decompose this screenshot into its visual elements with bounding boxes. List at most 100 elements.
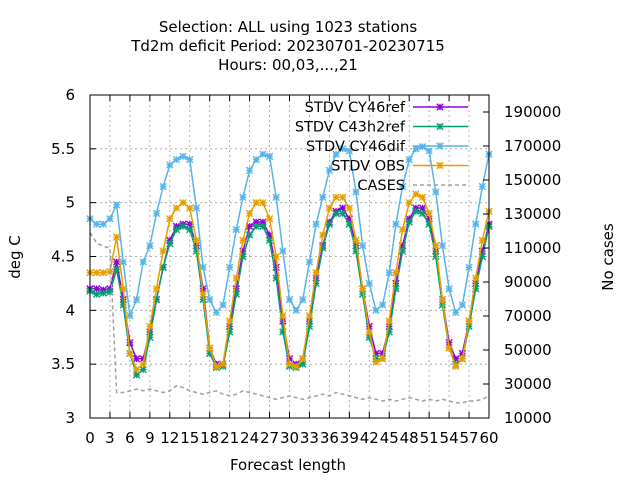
x-tick-label: 45 <box>380 429 399 447</box>
data-point <box>259 150 267 158</box>
data-point <box>206 344 214 352</box>
data-point <box>299 355 307 363</box>
y2-tick-label: 50000 <box>504 341 552 359</box>
data-point <box>385 317 393 325</box>
data-point <box>425 147 433 155</box>
data-point <box>239 193 247 201</box>
data-point <box>272 193 280 201</box>
data-point <box>172 155 181 164</box>
data-point <box>285 295 294 304</box>
data-point <box>219 301 227 309</box>
x-tick-label: 3 <box>105 429 115 447</box>
data-point <box>332 193 340 201</box>
data-point <box>265 236 274 245</box>
data-point <box>139 360 147 368</box>
legend-marker <box>436 161 444 170</box>
data-point <box>352 236 360 245</box>
x-tick-label: 51 <box>420 429 439 447</box>
y2-axis-tick-labels: 10000 30000 50000 70000 90000 110000 130000 150… <box>504 103 561 427</box>
y-tick-label: 4 <box>65 301 75 319</box>
data-point <box>252 198 260 207</box>
data-point <box>245 231 254 239</box>
data-point <box>305 258 314 266</box>
data-point <box>392 268 400 277</box>
data-point <box>179 198 187 207</box>
data-point <box>132 371 141 379</box>
data-point <box>92 268 101 277</box>
data-point <box>312 268 320 277</box>
data-point <box>292 362 300 371</box>
x-tick-label: 33 <box>300 429 319 447</box>
data-point <box>465 322 473 331</box>
data-point <box>252 222 260 231</box>
data-point <box>285 360 294 368</box>
y-tick-label: 3.5 <box>51 355 75 373</box>
data-point <box>132 355 141 363</box>
data-point <box>172 204 181 212</box>
data-point <box>418 209 427 218</box>
data-point <box>358 285 367 293</box>
data-point <box>119 258 127 266</box>
data-point <box>385 268 393 277</box>
data-point <box>239 236 247 245</box>
data-point <box>212 362 221 371</box>
data-point <box>92 220 101 228</box>
legend-label: CASES <box>357 178 405 194</box>
chart-title-line-3: Hours: 00,03,...,21 <box>218 56 358 74</box>
data-point <box>412 207 420 215</box>
data-point <box>325 166 334 175</box>
x-tick-label: 48 <box>400 429 419 447</box>
data-point <box>339 145 347 153</box>
data-point <box>139 258 147 266</box>
y2-tick-label: 190000 <box>504 103 561 121</box>
data-point <box>405 218 413 226</box>
data-point <box>345 204 354 212</box>
legend-marker <box>436 142 444 150</box>
data-point <box>112 201 121 209</box>
data-point <box>206 295 214 304</box>
data-point <box>352 247 360 255</box>
data-point <box>166 239 174 248</box>
data-point <box>432 188 440 196</box>
data-point <box>259 198 267 207</box>
data-point <box>192 236 201 245</box>
x-axis-label: Forecast length <box>230 456 346 474</box>
x-tick-label: 24 <box>240 429 259 447</box>
x-tick-label: 36 <box>320 429 339 447</box>
x-tick-label: 0 <box>85 429 95 447</box>
data-point <box>159 247 167 255</box>
data-point <box>225 317 234 325</box>
data-point <box>146 322 154 331</box>
y2-tick-label: 150000 <box>504 171 561 189</box>
x-tick-label: 21 <box>220 429 239 447</box>
x-tick-label: 42 <box>360 429 379 447</box>
y-tick-label: 5.5 <box>51 140 75 158</box>
x-tick-label: 15 <box>180 429 199 447</box>
x-tick-label: 60 <box>479 429 498 447</box>
x-tick-label: 6 <box>125 429 135 447</box>
data-point <box>99 268 107 277</box>
chart-title-line-1: Selection: ALL using 1023 stations <box>159 18 418 36</box>
data-point <box>465 263 473 271</box>
data-point <box>265 215 274 223</box>
grid <box>89 94 490 419</box>
legend-marker <box>436 122 444 131</box>
data-point <box>112 258 121 266</box>
data-point <box>152 285 161 293</box>
data-point <box>112 265 121 274</box>
data-point <box>478 182 487 191</box>
data-point <box>186 155 194 164</box>
data-point <box>452 362 460 371</box>
data-point <box>166 215 174 223</box>
y2-tick-label: 10000 <box>504 409 552 427</box>
data-point <box>232 225 240 234</box>
data-point <box>392 220 400 228</box>
data-point <box>265 152 274 161</box>
data-point <box>378 301 387 309</box>
data-point <box>92 290 101 298</box>
chart-title: Selection: ALL using 1023 stations Td2m … <box>130 18 445 74</box>
data-point <box>232 274 240 282</box>
data-point <box>458 355 467 363</box>
y2-axis-label: No cases <box>599 223 617 291</box>
